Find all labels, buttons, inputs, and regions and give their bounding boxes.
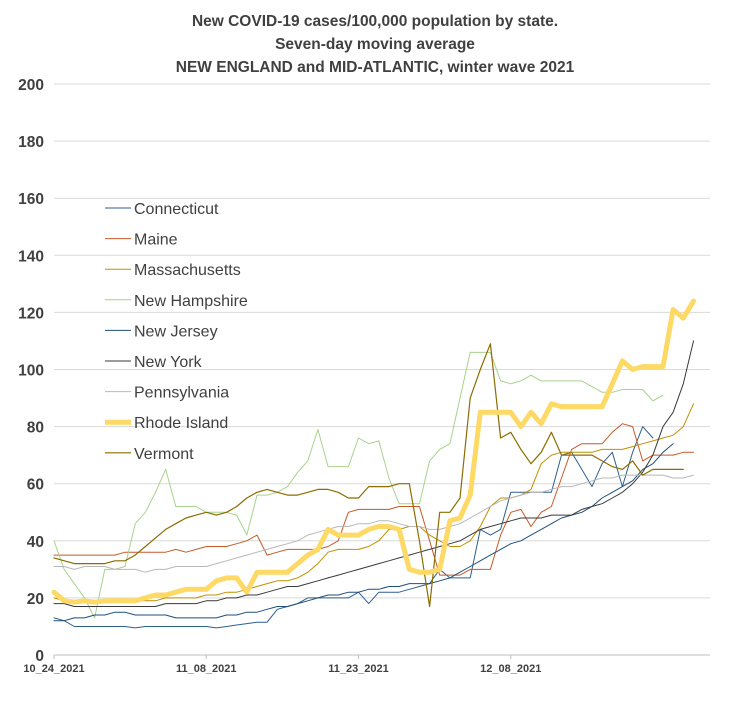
series-line-massachusetts (53, 403, 694, 602)
legend-item-new-hampshire: New Hampshire (105, 293, 248, 310)
chart-title-line-1: New COVID-19 cases/100,000 population by… (192, 13, 558, 30)
x-axis: 10_24_2021 11_08_2021 11_23_2021 12_08_2021 (23, 655, 541, 675)
legend-item-maine: Maine (105, 232, 178, 249)
y-tick-label: 40 (27, 534, 44, 551)
series-line-rhode-island (51, 298, 696, 605)
legend-item-vermont: Vermont (105, 446, 194, 463)
legend-label: Connecticut (134, 201, 219, 218)
chart-title-line-2: Seven-day moving average (275, 36, 475, 53)
legend-item-rhode-island: Rhode Island (105, 415, 228, 432)
legend: Connecticut Maine Massachusetts New Hampshi… (105, 201, 248, 463)
y-tick-label: 80 (27, 420, 44, 437)
series-line-new-hampshire (53, 351, 664, 619)
y-tick-label: 160 (18, 191, 44, 208)
y-tick-label: 120 (18, 305, 44, 322)
legend-label: New Jersey (134, 323, 218, 340)
series-line-vermont (53, 343, 684, 608)
legend-item-connecticut: Connecticut (105, 201, 219, 218)
legend-label: Pennsylvania (134, 385, 229, 402)
legend-label: Rhode Island (134, 415, 228, 432)
y-tick-label: 20 (27, 591, 44, 608)
y-tick-label: 180 (18, 134, 44, 151)
series-line-connecticut (53, 426, 654, 629)
series-line-maine (53, 423, 694, 576)
legend-item-pennsylvania: Pennsylvania (105, 385, 229, 402)
x-tick-label: 10_24_2021 (23, 663, 84, 675)
chart-title: New COVID-19 cases/100,000 population by… (176, 13, 575, 76)
legend-label: New Hampshire (134, 293, 248, 310)
series-lines (51, 298, 696, 629)
legend-item-massachusetts: Massachusetts (105, 262, 241, 279)
legend-item-new-york: New York (105, 354, 203, 371)
series-line-new-york (53, 340, 694, 607)
x-tick-label: 11_08_2021 (176, 663, 237, 675)
x-tick-label: 12_08_2021 (480, 663, 541, 675)
legend-label: Massachusetts (134, 262, 241, 279)
y-axis: 0 20 40 60 80 100 120 140 160 180 200 (18, 77, 44, 665)
y-tick-label: 100 (18, 363, 44, 380)
y-tick-label: 140 (18, 248, 44, 265)
legend-label: New York (134, 354, 203, 371)
legend-item-new-jersey: New Jersey (105, 323, 218, 340)
y-tick-label: 200 (18, 77, 44, 94)
y-tick-label: 60 (27, 477, 44, 494)
x-tick-label: 11_23_2021 (328, 663, 389, 675)
legend-label: Vermont (134, 446, 194, 463)
y-tick-label: 0 (35, 648, 44, 665)
chart-title-line-3: NEW ENGLAND and MID-ATLANTIC, winter wav… (176, 59, 575, 76)
gridlines (54, 83, 710, 656)
series-line-pennsylvania (53, 474, 694, 573)
legend-label: Maine (134, 232, 178, 249)
